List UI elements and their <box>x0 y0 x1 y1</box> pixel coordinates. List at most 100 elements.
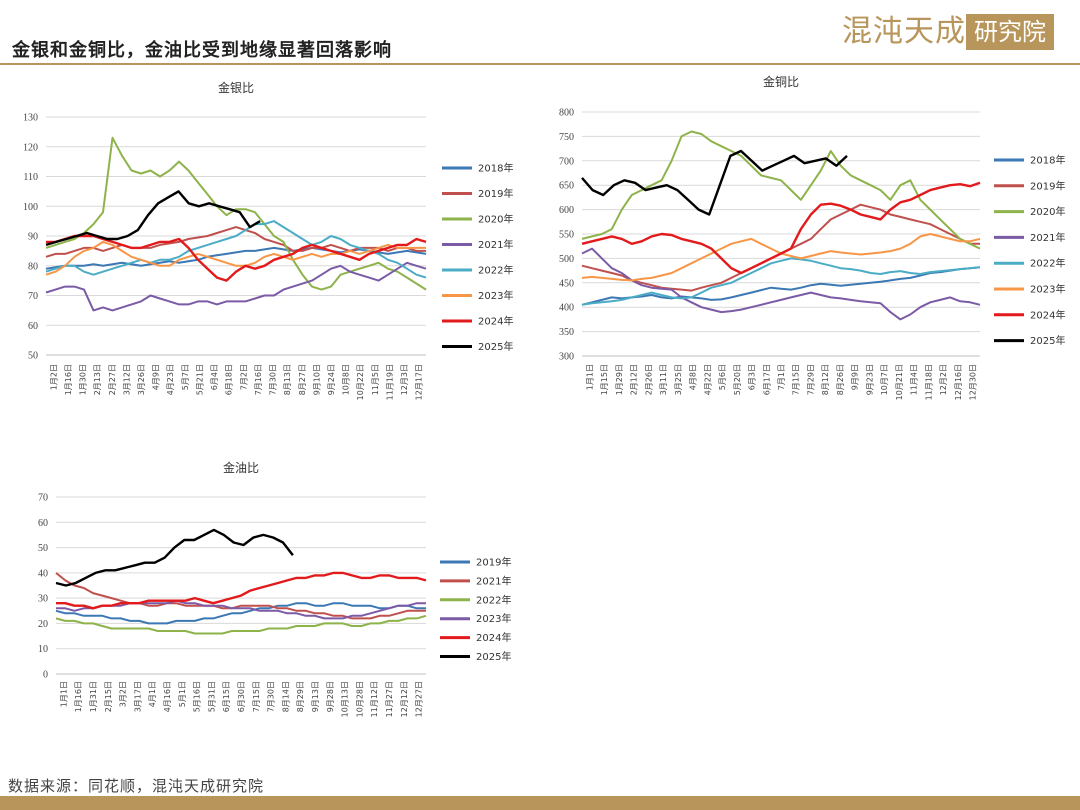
x-tick-label: 3月25日 <box>674 364 683 395</box>
x-tick-label: 8月26日 <box>836 364 845 395</box>
x-tick-label: 11月19日 <box>385 364 394 400</box>
x-tick-label: 7月15日 <box>252 681 261 712</box>
y-tick-label: 750 <box>559 132 574 143</box>
y-tick-label: 30 <box>38 594 48 605</box>
x-tick-label: 3月11日 <box>659 364 668 395</box>
y-tick-label: 120 <box>23 142 38 153</box>
legend-label: 2018年 <box>1030 154 1065 167</box>
legend-label: 2019年 <box>476 556 511 569</box>
y-tick-label: 50 <box>28 351 38 362</box>
logo: 混沌天成 研究院 <box>842 10 1058 54</box>
x-tick-label: 11月12日 <box>370 681 379 717</box>
x-tick-label: 2月15日 <box>104 681 113 712</box>
logo-text-box: 研究院 <box>966 14 1054 50</box>
x-tick-label: 8月12日 <box>821 364 830 395</box>
x-tick-label: 6月30日 <box>237 681 246 712</box>
chart-title: 金铜比 <box>763 74 799 89</box>
x-tick-label: 9月9日 <box>851 364 860 390</box>
x-tick-label: 9月24日 <box>327 364 336 395</box>
x-tick-label: 10月8日 <box>342 364 351 395</box>
x-tick-label: 6月17日 <box>762 364 771 395</box>
legend-label: 2018年 <box>478 162 513 175</box>
legend-label: 2020年 <box>1030 205 1065 218</box>
page-title: 金银和金铜比，金油比受到地缘显著回落影响 <box>12 40 392 61</box>
y-tick-label: 60 <box>38 518 48 529</box>
legend-label: 2025年 <box>478 340 513 353</box>
gold-silver-ratio-chart: 金银比 50 60 70 80 90 100 110 120 130 1月2日 1月16日 1月30日 2… <box>23 80 513 400</box>
legend-label: 2025年 <box>476 650 511 663</box>
legend-label: 2020年 <box>478 213 513 226</box>
x-tick-label: 6月3日 <box>748 364 757 390</box>
y-tick-label: 400 <box>559 303 574 314</box>
x-tick-label: 3月12日 <box>122 364 131 395</box>
x-tick-label: 4月1日 <box>148 681 157 707</box>
legend-label: 2023年 <box>1030 283 1065 296</box>
series-line <box>581 149 848 216</box>
series-line <box>45 240 426 276</box>
series-line <box>581 181 981 275</box>
x-tick-label: 11月5日 <box>371 364 380 395</box>
y-tick-label: 130 <box>23 113 38 124</box>
x-tick-label: 3月2日 <box>119 681 128 707</box>
x-tick-label: 2月26日 <box>644 364 653 395</box>
series-line <box>55 614 427 635</box>
x-tick-label: 1月1日 <box>585 364 594 390</box>
x-tick-label: 1月29日 <box>615 364 624 395</box>
x-tick-label: 4月23日 <box>166 364 175 395</box>
x-tick-label: 2月12日 <box>630 364 639 395</box>
x-tick-label: 8月13日 <box>283 364 292 395</box>
x-tick-label: 5月16日 <box>193 681 202 712</box>
y-tick-label: 100 <box>23 202 38 213</box>
x-tick-label: 11月27日 <box>385 681 394 717</box>
series-line <box>56 571 427 610</box>
chart-title: 金银比 <box>218 80 254 95</box>
x-tick-label: 8月14日 <box>281 681 290 712</box>
x-tick-label: 3月17日 <box>133 681 142 712</box>
x-tick-label: 5月7日 <box>181 364 190 390</box>
legend-label: 2023年 <box>476 612 511 625</box>
legend-label: 2025年 <box>1030 334 1065 347</box>
x-tick-label: 12月16日 <box>954 364 963 400</box>
y-tick-label: 20 <box>38 619 48 630</box>
x-tick-label: 3月26日 <box>137 364 146 395</box>
x-tick-label: 6月18日 <box>225 364 234 395</box>
series-line <box>45 220 427 279</box>
legend-label: 2021年 <box>478 238 513 251</box>
x-tick-label: 2月13日 <box>93 364 102 395</box>
series-line <box>55 572 426 620</box>
legend-label: 2022年 <box>1030 257 1065 270</box>
series-line <box>45 136 427 291</box>
legend-label: 2024年 <box>478 315 513 328</box>
x-tick-label: 11月4日 <box>910 364 919 395</box>
data-source-note: 数据来源：同花顺，混沌天成研究院 <box>8 777 265 795</box>
x-tick-label: 12月30日 <box>969 364 978 400</box>
y-tick-label: 50 <box>38 543 48 554</box>
series-line <box>581 203 980 292</box>
legend-label: 2019年 <box>478 187 513 200</box>
x-tick-label: 10月13日 <box>341 681 350 717</box>
x-tick-label: 7月16日 <box>254 364 263 395</box>
legend-label: 2024年 <box>476 631 511 644</box>
y-tick-label: 40 <box>38 568 48 579</box>
header-rule <box>0 63 1080 65</box>
x-tick-label: 9月28日 <box>326 681 335 712</box>
y-tick-label: 350 <box>559 327 574 338</box>
y-tick-label: 110 <box>23 172 38 183</box>
x-tick-label: 10月28日 <box>355 681 364 717</box>
series-line <box>581 257 981 306</box>
gold-oil-ratio-chart: 金油比 0 10 20 30 40 50 60 70 1月1日 1月16日 1月31日 2月15日 3月2… <box>38 460 511 717</box>
y-tick-label: 0 <box>43 670 48 681</box>
legend-label: 2021年 <box>1030 231 1065 244</box>
x-tick-label: 7月30日 <box>267 681 276 712</box>
legend-label: 2022年 <box>476 593 511 606</box>
x-tick-label: 10月21日 <box>895 364 904 400</box>
x-tick-label: 7月1日 <box>777 364 786 390</box>
y-tick-label: 450 <box>559 278 574 289</box>
x-tick-label: 8月29日 <box>296 681 305 712</box>
legend-label: 2019年 <box>1030 179 1065 192</box>
x-tick-label: 6月15日 <box>222 681 231 712</box>
x-tick-label: 9月13日 <box>311 681 320 712</box>
legend-label: 2023年 <box>478 289 513 302</box>
legend-label: 2022年 <box>478 264 513 277</box>
y-tick-label: 90 <box>28 232 38 243</box>
